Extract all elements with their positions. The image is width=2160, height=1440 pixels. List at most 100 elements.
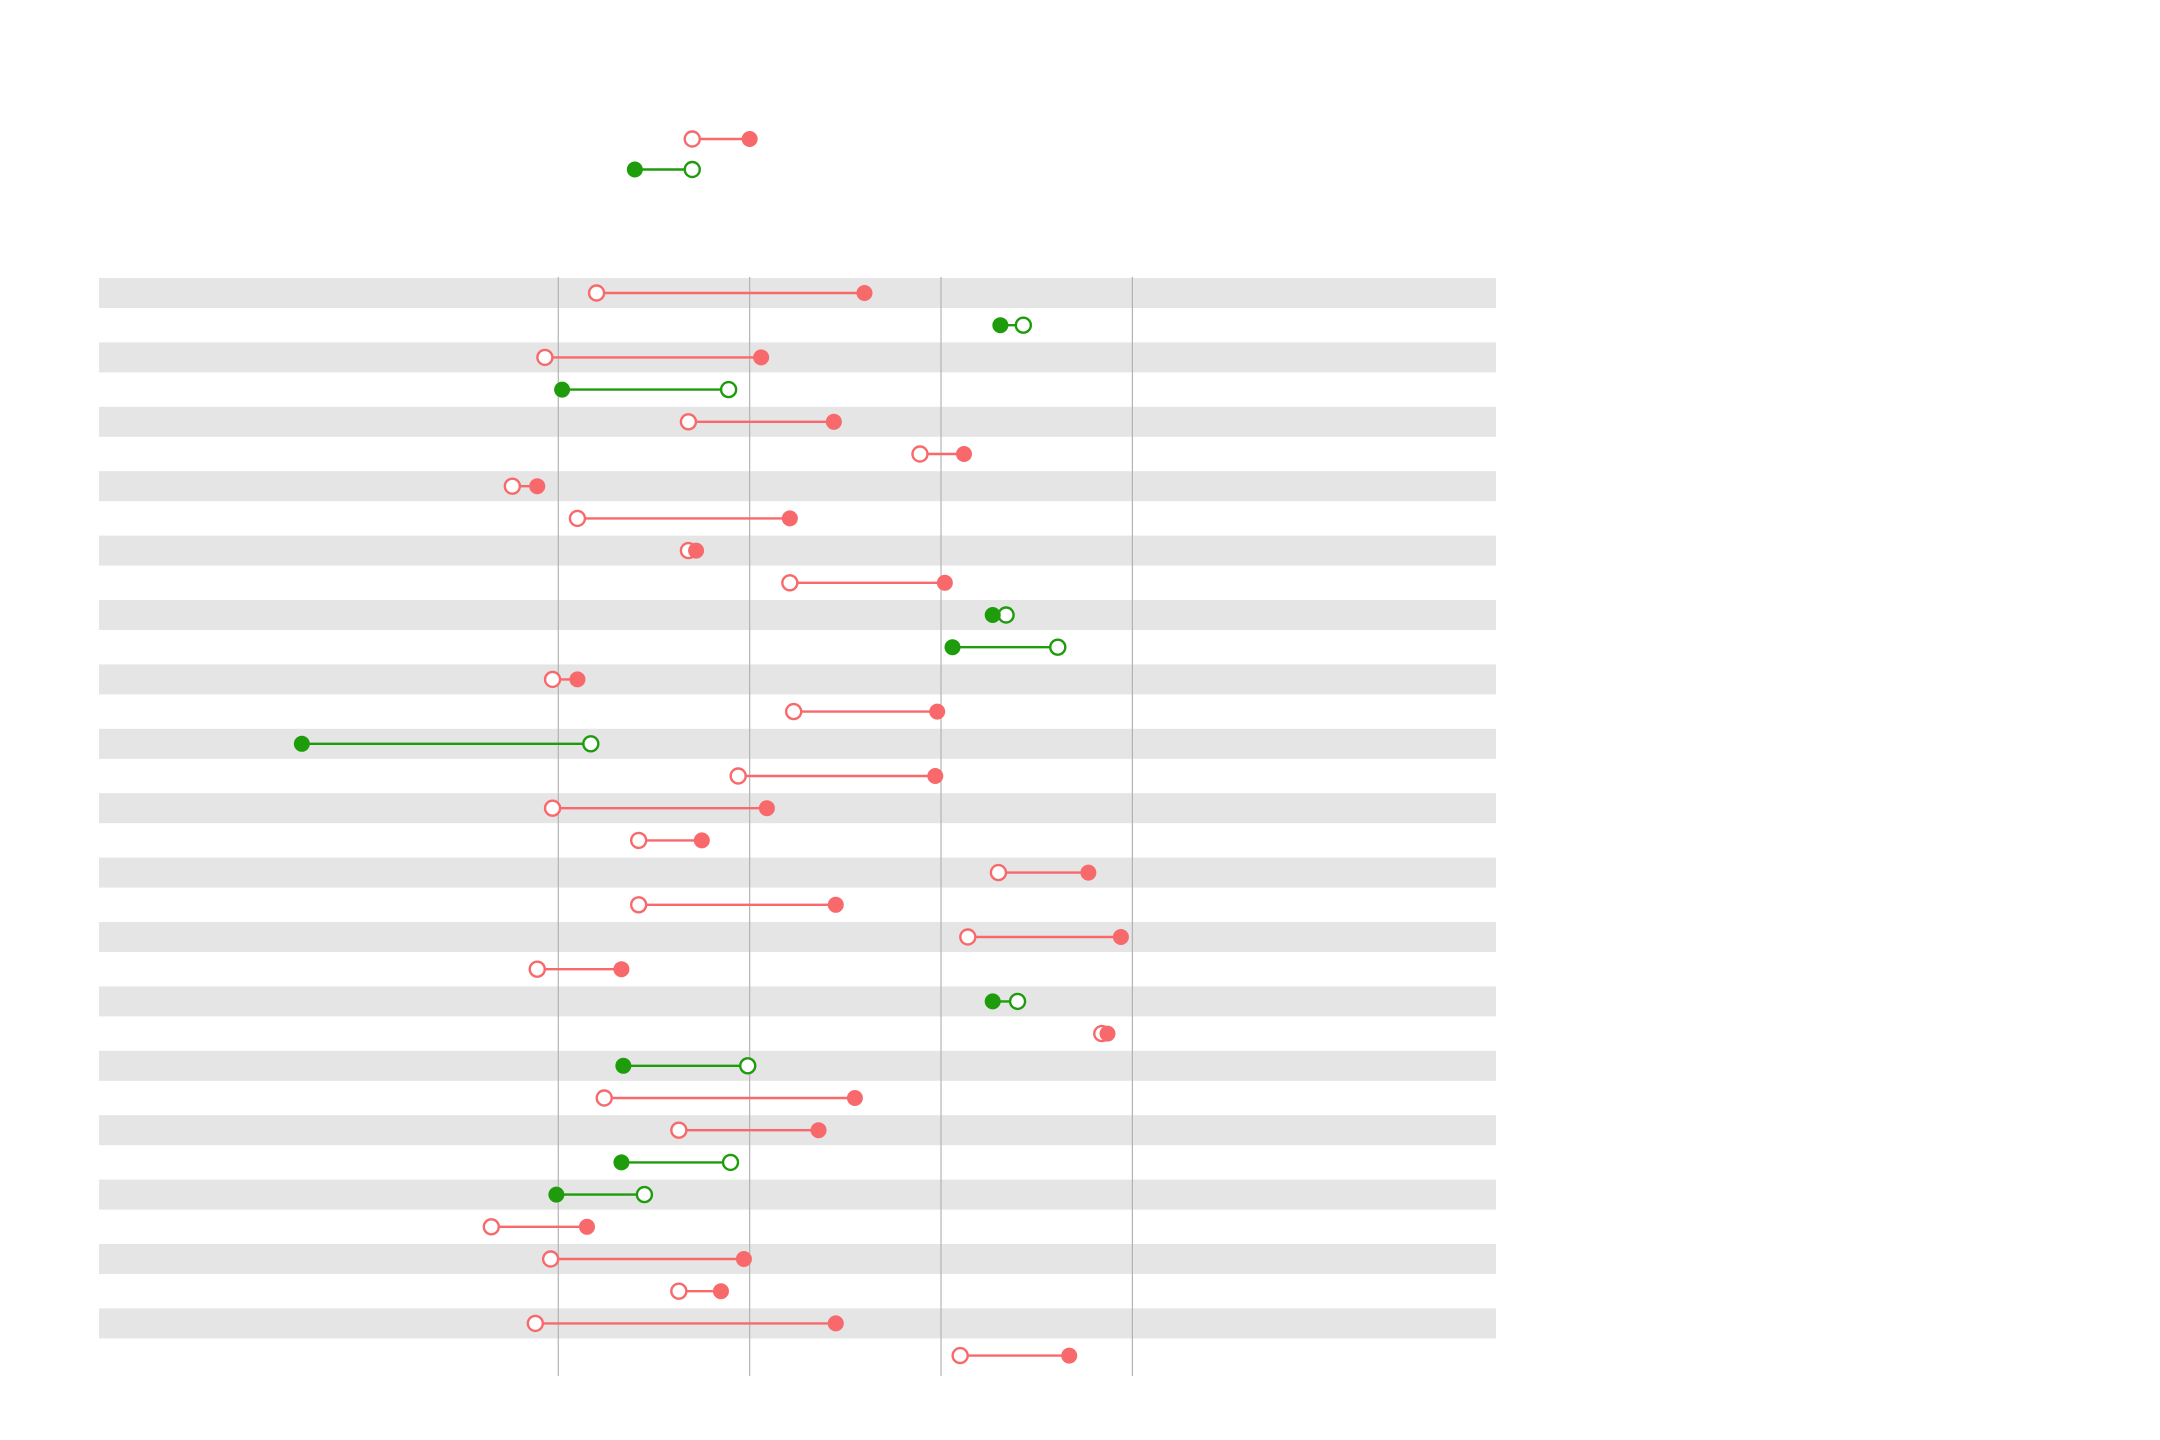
end-point bbox=[781, 510, 798, 527]
end-point bbox=[984, 993, 1001, 1010]
start-point bbox=[721, 1153, 740, 1172]
dumbbell-row bbox=[984, 992, 1027, 1011]
end-point bbox=[758, 800, 775, 817]
start-point bbox=[729, 767, 747, 785]
start-point bbox=[541, 1250, 560, 1268]
dumbbell-row bbox=[911, 445, 972, 463]
row-band bbox=[99, 857, 1496, 888]
start-point bbox=[997, 606, 1015, 624]
end-point bbox=[846, 1090, 863, 1106]
end-point bbox=[955, 446, 972, 462]
dumbbell-row bbox=[729, 767, 944, 785]
dumbbell-row bbox=[543, 799, 775, 817]
end-point bbox=[741, 131, 758, 147]
end-point bbox=[944, 639, 961, 656]
start-point bbox=[719, 380, 738, 399]
dumbbell-row bbox=[568, 509, 798, 528]
end-point bbox=[548, 1186, 565, 1203]
dumbbell-row bbox=[541, 1250, 752, 1268]
row-band bbox=[99, 1244, 1496, 1274]
start-point bbox=[683, 130, 701, 148]
start-point bbox=[543, 670, 562, 689]
end-point bbox=[712, 1283, 729, 1300]
end-point bbox=[613, 1154, 630, 1171]
dumbbell-row bbox=[548, 1185, 654, 1204]
end-point bbox=[554, 381, 571, 398]
end-point bbox=[825, 413, 842, 430]
start-point bbox=[536, 348, 554, 367]
dumbbell-row bbox=[503, 477, 546, 495]
row-band bbox=[99, 1179, 1496, 1210]
dumbbell-row bbox=[944, 638, 1067, 656]
start-point bbox=[911, 445, 929, 463]
dumbbell-row bbox=[679, 413, 842, 431]
row-band bbox=[99, 664, 1496, 695]
legend-key bbox=[626, 160, 701, 179]
start-point bbox=[739, 1057, 757, 1075]
start-point bbox=[526, 1314, 545, 1333]
dumbbell-row bbox=[482, 1218, 595, 1236]
dumbbell-row bbox=[543, 670, 586, 689]
dumbbell-row bbox=[951, 1346, 1078, 1365]
end-point bbox=[293, 735, 310, 752]
dumbbell-row bbox=[781, 574, 953, 592]
row-band bbox=[99, 471, 1496, 502]
end-point bbox=[569, 671, 586, 688]
dumbbell-row bbox=[554, 380, 738, 399]
end-point bbox=[984, 607, 1001, 623]
end-point bbox=[992, 317, 1009, 334]
start-point bbox=[784, 702, 803, 721]
start-point bbox=[587, 284, 606, 302]
start-point bbox=[568, 509, 587, 528]
start-point bbox=[482, 1218, 501, 1236]
dumbbell-row bbox=[992, 316, 1033, 334]
dumbbell-row bbox=[959, 928, 1129, 946]
start-point bbox=[1014, 316, 1033, 334]
row-band bbox=[99, 922, 1496, 952]
legend bbox=[626, 130, 758, 179]
row-band bbox=[99, 535, 1496, 566]
start-point bbox=[635, 1185, 654, 1204]
row-band bbox=[99, 600, 1496, 630]
end-point bbox=[615, 1057, 632, 1074]
end-point bbox=[688, 542, 705, 559]
end-point bbox=[827, 1315, 844, 1332]
start-point bbox=[629, 896, 648, 914]
start-point bbox=[595, 1089, 613, 1107]
start-point bbox=[959, 928, 977, 946]
dumbbell-row bbox=[528, 960, 630, 978]
end-point bbox=[613, 961, 630, 978]
end-point bbox=[810, 1122, 827, 1139]
dumbbell-row bbox=[526, 1314, 844, 1333]
start-point bbox=[989, 863, 1008, 882]
dumbbell-row bbox=[784, 702, 946, 721]
start-point bbox=[683, 160, 701, 179]
start-point bbox=[543, 799, 562, 817]
legend-key bbox=[683, 130, 758, 148]
start-point bbox=[528, 960, 546, 978]
dumbbell-row bbox=[984, 606, 1015, 624]
dumbbell-rows bbox=[293, 284, 1129, 1365]
dumbbell-row bbox=[587, 284, 873, 302]
dumbbell-row bbox=[629, 831, 710, 850]
end-point bbox=[735, 1251, 752, 1267]
end-point bbox=[927, 768, 944, 784]
dumbbell-row bbox=[670, 1282, 729, 1300]
end-point bbox=[929, 703, 946, 720]
row-band bbox=[99, 342, 1496, 373]
start-point bbox=[503, 477, 522, 495]
dumbbell-row bbox=[679, 541, 705, 560]
end-point bbox=[1099, 1025, 1116, 1042]
end-point bbox=[693, 832, 710, 849]
dumbbell-row bbox=[595, 1089, 863, 1107]
start-point bbox=[629, 831, 648, 850]
dumbbell-row bbox=[536, 348, 770, 367]
end-point bbox=[1080, 864, 1097, 881]
dumbbell-row bbox=[293, 735, 600, 753]
start-point bbox=[679, 413, 698, 431]
dumbbell-row bbox=[613, 1153, 740, 1172]
start-point bbox=[781, 574, 799, 592]
row-band bbox=[99, 793, 1496, 824]
